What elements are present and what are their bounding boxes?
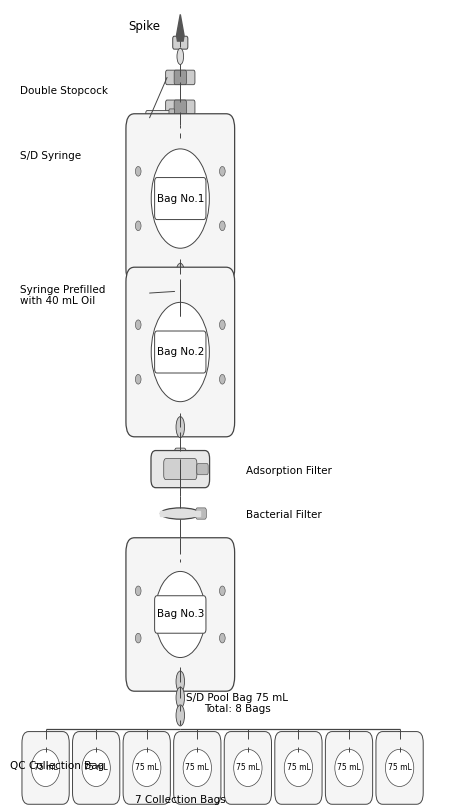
FancyBboxPatch shape	[224, 731, 272, 804]
FancyBboxPatch shape	[126, 114, 235, 283]
Circle shape	[136, 167, 141, 176]
Circle shape	[219, 586, 225, 595]
Ellipse shape	[176, 549, 184, 570]
Circle shape	[136, 375, 141, 384]
FancyBboxPatch shape	[73, 731, 120, 804]
Text: 75 mL: 75 mL	[236, 764, 260, 773]
Polygon shape	[160, 511, 200, 516]
FancyBboxPatch shape	[197, 464, 208, 475]
Ellipse shape	[284, 749, 313, 786]
FancyBboxPatch shape	[174, 448, 186, 472]
Text: Adsorption Filter: Adsorption Filter	[246, 466, 332, 476]
FancyBboxPatch shape	[146, 111, 171, 125]
Ellipse shape	[176, 417, 184, 438]
FancyBboxPatch shape	[196, 508, 206, 519]
FancyBboxPatch shape	[155, 595, 206, 633]
FancyBboxPatch shape	[169, 284, 174, 302]
Text: QC Collection Bag: QC Collection Bag	[10, 761, 104, 771]
FancyBboxPatch shape	[174, 284, 186, 299]
Circle shape	[219, 221, 225, 231]
Ellipse shape	[176, 687, 184, 708]
Ellipse shape	[176, 123, 184, 144]
FancyBboxPatch shape	[169, 109, 174, 127]
FancyBboxPatch shape	[155, 177, 206, 219]
Ellipse shape	[335, 749, 363, 786]
Circle shape	[136, 221, 141, 231]
FancyBboxPatch shape	[154, 116, 156, 121]
Text: Syringe Prefilled
with 40 mL Oil: Syringe Prefilled with 40 mL Oil	[19, 285, 105, 307]
Text: 75 mL: 75 mL	[185, 764, 209, 773]
Circle shape	[219, 633, 225, 643]
Ellipse shape	[345, 731, 353, 752]
Text: 75 mL: 75 mL	[135, 764, 159, 773]
Text: Bacterial Filter: Bacterial Filter	[246, 510, 322, 520]
Circle shape	[136, 633, 141, 643]
FancyBboxPatch shape	[173, 284, 187, 299]
FancyBboxPatch shape	[22, 731, 69, 804]
FancyBboxPatch shape	[325, 731, 373, 804]
FancyBboxPatch shape	[123, 731, 170, 804]
Text: Bag No.1: Bag No.1	[156, 193, 204, 204]
Ellipse shape	[177, 49, 183, 65]
Circle shape	[136, 586, 141, 595]
FancyBboxPatch shape	[146, 286, 171, 300]
Ellipse shape	[133, 749, 161, 786]
Ellipse shape	[183, 749, 211, 786]
Circle shape	[219, 375, 225, 384]
FancyBboxPatch shape	[158, 290, 161, 295]
Text: 75 mL: 75 mL	[84, 764, 108, 773]
FancyBboxPatch shape	[174, 100, 186, 115]
FancyBboxPatch shape	[126, 267, 235, 437]
Text: S/D Pool Bag 75 mL
Total: 8 Bags: S/D Pool Bag 75 mL Total: 8 Bags	[186, 693, 288, 714]
FancyBboxPatch shape	[174, 70, 186, 85]
FancyBboxPatch shape	[376, 731, 423, 804]
Ellipse shape	[176, 671, 184, 692]
Ellipse shape	[234, 749, 262, 786]
Text: 75 mL: 75 mL	[388, 764, 411, 773]
Text: 75 mL: 75 mL	[34, 764, 57, 773]
Text: 75 mL: 75 mL	[287, 764, 310, 773]
Circle shape	[151, 149, 210, 248]
Text: 75 mL: 75 mL	[337, 764, 361, 773]
Ellipse shape	[395, 731, 404, 752]
Ellipse shape	[193, 731, 201, 752]
Ellipse shape	[244, 731, 252, 752]
Ellipse shape	[143, 731, 151, 752]
FancyBboxPatch shape	[173, 36, 188, 49]
FancyBboxPatch shape	[155, 331, 206, 373]
Circle shape	[136, 320, 141, 329]
Circle shape	[219, 167, 225, 176]
Ellipse shape	[294, 731, 303, 752]
Ellipse shape	[92, 731, 100, 752]
FancyBboxPatch shape	[173, 731, 221, 804]
Ellipse shape	[160, 508, 200, 519]
Text: 7 Collection Bags: 7 Collection Bags	[135, 795, 226, 805]
FancyBboxPatch shape	[165, 100, 195, 115]
Ellipse shape	[31, 749, 60, 786]
Ellipse shape	[176, 263, 184, 284]
Text: S/D Syringe: S/D Syringe	[19, 150, 81, 161]
Circle shape	[219, 320, 225, 329]
Text: Spike: Spike	[128, 20, 160, 33]
FancyBboxPatch shape	[154, 290, 156, 295]
Ellipse shape	[385, 749, 414, 786]
Circle shape	[155, 571, 205, 658]
Text: Bag No.2: Bag No.2	[156, 347, 204, 357]
Ellipse shape	[176, 705, 184, 726]
FancyBboxPatch shape	[158, 116, 161, 121]
Ellipse shape	[82, 749, 110, 786]
FancyBboxPatch shape	[275, 731, 322, 804]
FancyBboxPatch shape	[151, 451, 210, 488]
Circle shape	[151, 303, 210, 402]
FancyBboxPatch shape	[165, 70, 195, 85]
FancyBboxPatch shape	[126, 538, 235, 691]
Polygon shape	[176, 15, 184, 41]
Ellipse shape	[41, 731, 50, 752]
FancyBboxPatch shape	[164, 459, 197, 480]
Text: Double Stopcock: Double Stopcock	[19, 86, 108, 96]
Ellipse shape	[176, 277, 184, 299]
Text: Bag No.3: Bag No.3	[156, 609, 204, 620]
